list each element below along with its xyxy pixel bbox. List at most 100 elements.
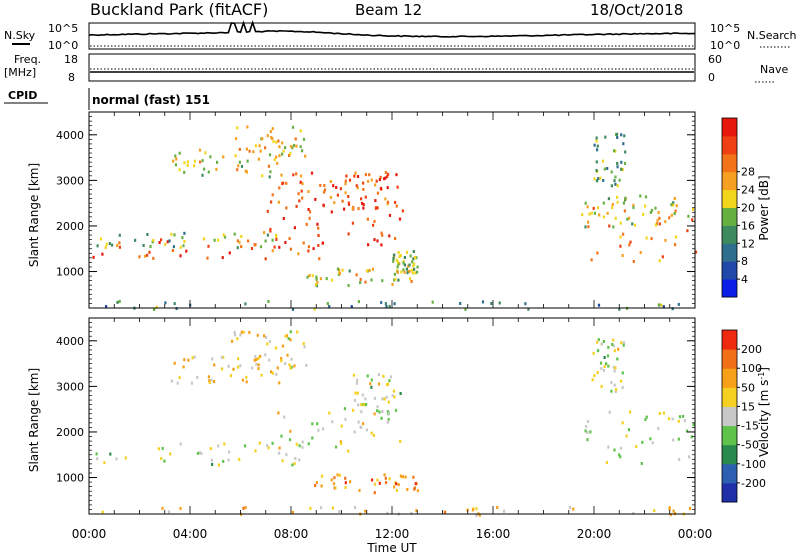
heatmap-cell (336, 473, 339, 477)
heatmap-cell (257, 157, 260, 161)
heatmap-cell (379, 175, 382, 179)
heatmap-cell (388, 213, 392, 217)
heatmap-cell (294, 457, 297, 460)
heatmap-cell (610, 184, 613, 188)
heatmap-cell (311, 422, 314, 426)
heatmap-cell (103, 461, 106, 465)
heatmap-cell (624, 196, 627, 200)
heatmap-cell (292, 173, 295, 177)
heatmap-cell (644, 418, 647, 422)
heatmap-cell (611, 203, 614, 206)
heatmap-cell (287, 337, 290, 340)
heatmap-cell (694, 250, 698, 254)
heatmap-cell (302, 241, 305, 245)
x-tick-label: 12:00 (375, 527, 410, 541)
heatmap-cell (621, 421, 624, 425)
heatmap-cell (223, 442, 226, 446)
heatmap-cell (227, 458, 230, 462)
heatmap-cell (395, 482, 398, 486)
heatmap-cell (285, 206, 288, 210)
heatmap-cell (338, 510, 341, 513)
plot-title: Buckland Park (fitACF) (90, 0, 268, 19)
heatmap-cell (187, 358, 190, 362)
heatmap-cell (266, 444, 269, 448)
heatmap-cell (183, 170, 186, 174)
heatmap-cell (209, 447, 212, 451)
heatmap-cell (160, 457, 163, 460)
heatmap-cell (148, 250, 151, 254)
heatmap-cell (498, 301, 501, 305)
heatmap-cell (362, 181, 365, 185)
heatmap-cell (664, 238, 667, 242)
heatmap-cell (586, 205, 589, 209)
heatmap-cell (228, 251, 231, 255)
heatmap-cell (308, 274, 311, 277)
heatmap-cell (386, 511, 389, 515)
power-heatmap (92, 125, 698, 311)
heatmap-cell (391, 394, 394, 398)
heatmap-cell (331, 506, 335, 510)
heatmap-cell (314, 197, 317, 201)
heatmap-cell (602, 215, 605, 219)
heatmap-cell (282, 217, 285, 220)
heatmap-cell (596, 251, 599, 255)
heatmap-cell (295, 172, 298, 176)
heatmap-cell (297, 252, 300, 256)
heatmap-cell (278, 145, 281, 149)
heatmap-cell (216, 160, 219, 164)
heatmap-cell (490, 302, 493, 305)
heatmap-cell (320, 474, 324, 478)
beam-label: Beam 12 (355, 1, 422, 19)
heatmap-cell (607, 445, 610, 449)
heatmap-cell (633, 223, 637, 227)
heatmap-cell (409, 277, 412, 281)
heatmap-cell (620, 341, 623, 345)
heatmap-cell (403, 270, 406, 274)
heatmap-cell (602, 340, 605, 343)
heatmap-cell (616, 136, 619, 139)
heatmap-cell (668, 506, 671, 510)
heatmap-cell (237, 357, 240, 361)
nsky-tick-bottom: 10^0 (48, 39, 78, 52)
heatmap-cell (405, 250, 409, 254)
heatmap-cell (416, 265, 419, 269)
heatmap-cell (597, 177, 600, 181)
heatmap-cell (595, 139, 598, 143)
heatmap-cell (278, 381, 281, 385)
heatmap-cell (169, 452, 172, 456)
heatmap-cell (316, 280, 319, 284)
heatmap-cell (410, 511, 413, 515)
colorbar-segment (722, 207, 737, 226)
heatmap-cell (642, 212, 645, 216)
colorbar-segment (722, 444, 737, 465)
heatmap-cell (236, 239, 239, 243)
heatmap-cell (191, 356, 194, 360)
heatmap-cell (686, 229, 689, 233)
colorbar-segment (722, 225, 737, 244)
heatmap-cell (239, 333, 242, 337)
heatmap-cell (616, 195, 619, 199)
heatmap-cell (264, 257, 267, 261)
heatmap-cell (413, 262, 416, 266)
heatmap-cell (410, 280, 413, 283)
velocity-unit-exponent: -1 (757, 372, 766, 380)
heatmap-cell (347, 449, 350, 453)
power-colorbar: 4 8 12 16 20 24 28 (721, 117, 755, 298)
heatmap-cell (307, 208, 310, 211)
heatmap-cell (413, 267, 416, 271)
heatmap-cell (384, 476, 387, 480)
heatmap-cell (329, 195, 332, 199)
heatmap-cell (210, 378, 213, 382)
heatmap-cell (619, 244, 622, 248)
heatmap-cell (629, 240, 632, 244)
heatmap-cell (394, 408, 398, 412)
heatmap-cell (387, 172, 390, 176)
heatmap-cell (330, 210, 333, 214)
heatmap-cell (381, 279, 384, 283)
heatmap-cell (639, 251, 642, 254)
heatmap-cell (152, 256, 155, 260)
heatmap-cell (387, 400, 390, 404)
heatmap-cell (687, 214, 690, 218)
heatmap-cell (377, 382, 381, 386)
